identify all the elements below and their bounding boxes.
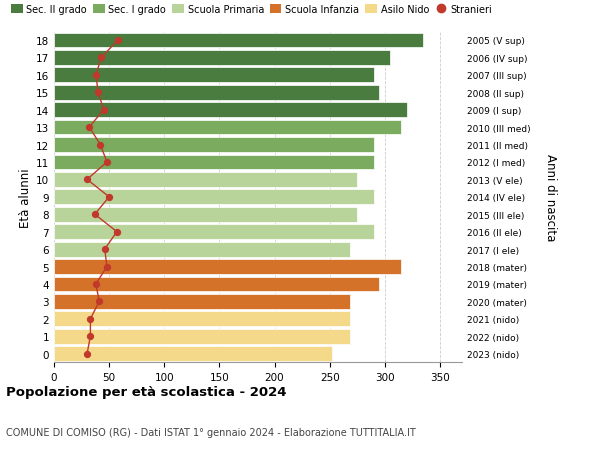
Bar: [54, 155, 374, 170]
Legend: Sec. II grado, Sec. I grado, Scuola Primaria, Scuola Infanzia, Asilo Nido, Stran: Sec. II grado, Sec. I grado, Scuola Prim…: [11, 5, 492, 15]
Y-axis label: Età alunni: Età alunni: [19, 168, 32, 227]
Bar: [54, 173, 357, 187]
Point: [91, 72, 101, 79]
Point: [97, 55, 106, 62]
Bar: [54, 259, 401, 274]
Bar: [54, 190, 374, 205]
Point: [82, 350, 92, 358]
Bar: [54, 225, 374, 240]
Point: [85, 124, 94, 131]
Y-axis label: Anni di nascita: Anni di nascita: [544, 154, 557, 241]
Point: [113, 37, 123, 45]
Point: [91, 280, 101, 288]
Text: COMUNE DI COMISO (RG) - Dati ISTAT 1° gennaio 2024 - Elaborazione TUTTITALIA.IT: COMUNE DI COMISO (RG) - Dati ISTAT 1° ge…: [6, 427, 416, 437]
Point: [94, 90, 103, 97]
Bar: [54, 34, 424, 48]
Bar: [54, 68, 374, 83]
Point: [102, 159, 112, 166]
Point: [100, 246, 110, 253]
Bar: [54, 207, 357, 222]
Bar: [54, 329, 350, 344]
Point: [95, 141, 105, 149]
Bar: [54, 347, 332, 361]
Point: [99, 107, 109, 114]
Bar: [54, 277, 379, 292]
Bar: [54, 51, 391, 66]
Point: [112, 229, 122, 236]
Bar: [54, 242, 350, 257]
Point: [86, 315, 95, 323]
Text: Popolazione per età scolastica - 2024: Popolazione per età scolastica - 2024: [6, 386, 287, 398]
Bar: [54, 138, 374, 152]
Bar: [54, 103, 407, 118]
Point: [102, 263, 112, 271]
Point: [90, 211, 100, 218]
Bar: [54, 86, 379, 101]
Point: [104, 194, 114, 201]
Bar: [54, 312, 350, 326]
Point: [82, 176, 92, 184]
Point: [94, 298, 104, 305]
Point: [86, 333, 95, 340]
Bar: [54, 120, 401, 135]
Bar: [54, 294, 350, 309]
